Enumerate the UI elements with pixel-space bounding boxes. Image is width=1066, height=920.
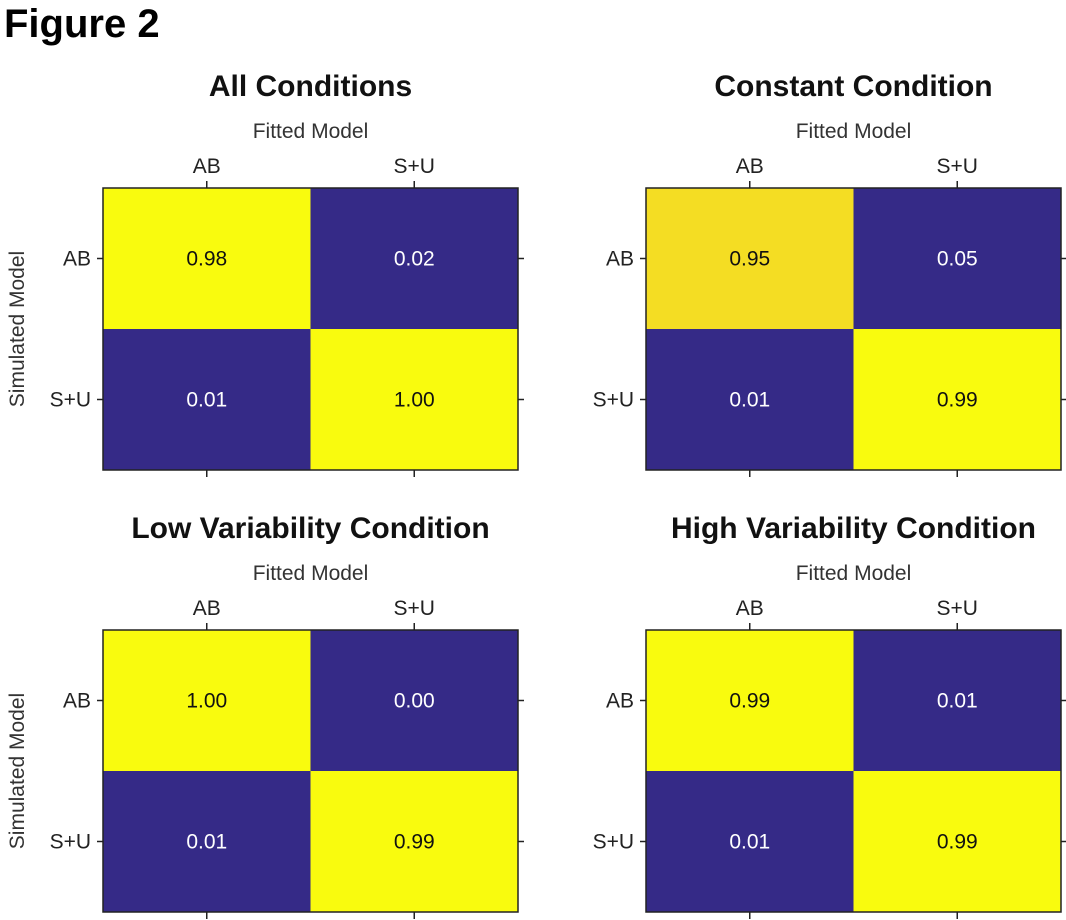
heatmap-cell (646, 771, 854, 912)
figure-title: Figure 2 (4, 2, 160, 46)
cell-value-label: 0.95 (729, 248, 770, 271)
cell-value-label: 0.98 (186, 248, 227, 271)
heatmap-cell (310, 630, 518, 771)
x-axis-label: Fitted Model (253, 120, 369, 143)
cell-value-label: 1.00 (186, 690, 227, 713)
y-tick-label: S+U (50, 389, 91, 412)
x-tick-label: S+U (394, 155, 435, 178)
heatmap-cell (853, 188, 1061, 329)
cell-value-label: 0.99 (729, 690, 770, 713)
cell-value-label: 0.05 (937, 248, 978, 271)
cell-value-label: 0.99 (937, 389, 978, 412)
heatmap-cell (103, 630, 311, 771)
cell-value-label: 0.01 (186, 389, 227, 412)
y-axis-label: Simulated Model (6, 251, 29, 407)
x-axis-label: Fitted Model (796, 562, 912, 585)
heatmap-cell (103, 188, 311, 329)
panel-title: High Variability Condition (671, 512, 1036, 545)
panel-title: All Conditions (209, 70, 412, 103)
x-tick-label: S+U (394, 597, 435, 620)
heatmap-cell (310, 329, 518, 470)
cell-value-label: 0.01 (729, 389, 770, 412)
y-tick-label: S+U (593, 389, 634, 412)
cell-value-label: 0.02 (394, 248, 435, 271)
cell-value-label: 0.00 (394, 690, 435, 713)
cell-value-label: 0.99 (937, 831, 978, 854)
heatmap-panel-1: All Conditions Fitted Model AB S+U Simulated… (6, 70, 524, 477)
y-tick-label: AB (606, 248, 634, 271)
heatmap-cell (103, 329, 311, 470)
y-axis-label: Simulated Model (6, 693, 29, 849)
cell-value-label: 0.99 (394, 831, 435, 854)
cell-value-label: 0.01 (937, 690, 978, 713)
x-tick-label: S+U (937, 155, 978, 178)
y-tick-label: S+U (593, 831, 634, 854)
heatmap-cell (646, 188, 854, 329)
heatmap-cell (853, 630, 1061, 771)
panel-title: Constant Condition (714, 70, 992, 103)
heatmap-panel-3: Low Variability Condition Fitted Model AB S… (6, 512, 524, 919)
x-tick-label: AB (736, 597, 764, 620)
x-tick-label: AB (193, 597, 221, 620)
x-axis-label: Fitted Model (253, 562, 369, 585)
heatmap-cell (310, 771, 518, 912)
y-tick-label: AB (63, 690, 91, 713)
panel-frame (645, 187, 1062, 471)
heatmap-cell (853, 771, 1061, 912)
heatmap-cell (646, 329, 854, 470)
panel-frame (102, 629, 519, 913)
cell-value-label: 0.01 (729, 831, 770, 854)
heatmap-cell (310, 188, 518, 329)
x-tick-label: S+U (937, 597, 978, 620)
y-tick-label: AB (606, 690, 634, 713)
heatmap-panel-2: Constant Condition Fitted Model AB S+U AB S+U… (593, 70, 1066, 477)
panel-frame (102, 187, 519, 471)
x-axis-label: Fitted Model (796, 120, 912, 143)
panel-title: Low Variability Condition (131, 512, 489, 545)
heatmap-cell (103, 771, 311, 912)
x-tick-label: AB (736, 155, 764, 178)
x-tick-label: AB (193, 155, 221, 178)
y-tick-label: AB (63, 248, 91, 271)
cell-value-label: 1.00 (394, 389, 435, 412)
heatmap-cell (853, 329, 1061, 470)
y-tick-label: S+U (50, 831, 91, 854)
cell-value-label: 0.01 (186, 831, 227, 854)
heatmap-cell (646, 630, 854, 771)
panel-frame (645, 629, 1062, 913)
heatmap-panel-4: High Variability Condition Fitted Model AB… (593, 512, 1066, 919)
